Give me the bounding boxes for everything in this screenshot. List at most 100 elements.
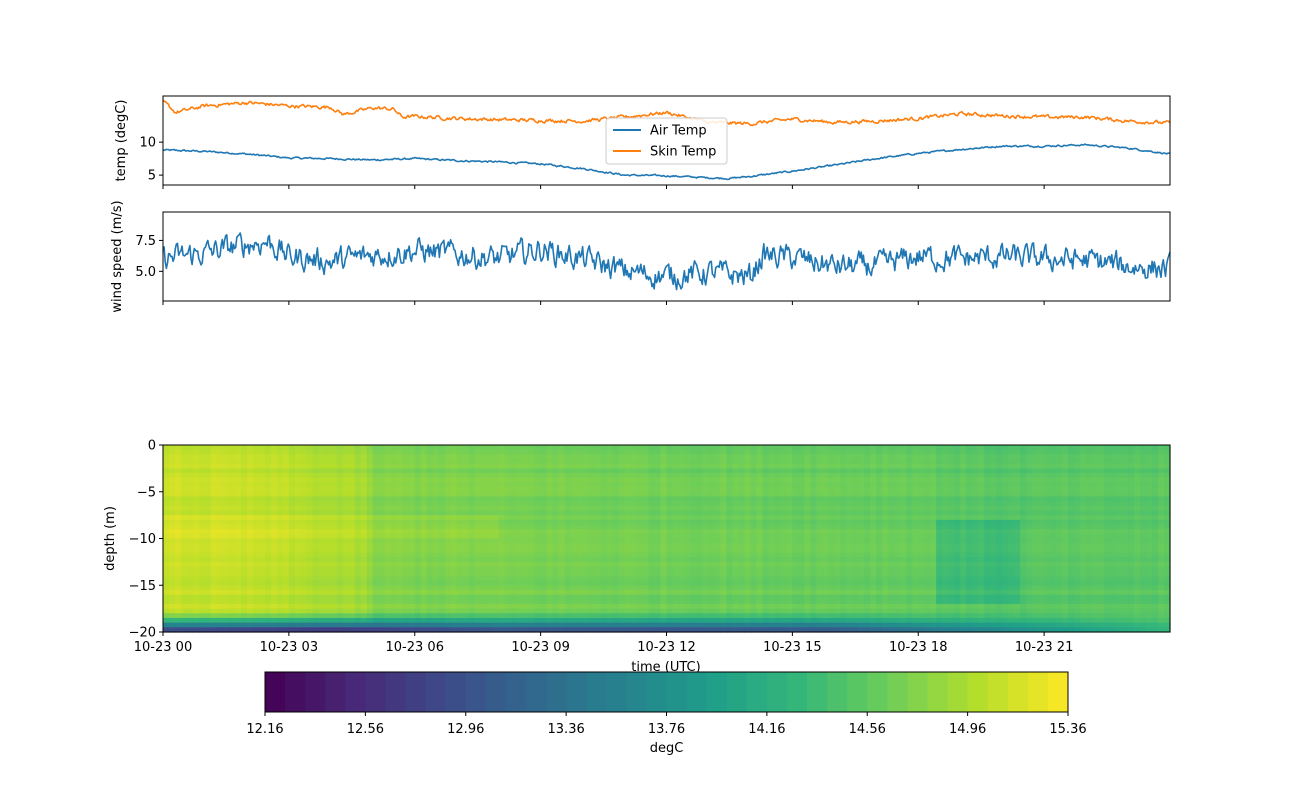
heatmap-cell <box>450 449 458 455</box>
heatmap-cell <box>558 482 566 488</box>
heatmap-cell <box>696 459 704 465</box>
heatmap-cell <box>462 524 470 530</box>
heatmap-cell <box>492 557 500 563</box>
heatmap-cell <box>846 543 853 549</box>
heatmap-cell <box>468 533 476 540</box>
heatmap-cell <box>474 533 482 540</box>
heatmap-cell <box>864 608 871 614</box>
heatmap-cell <box>852 622 859 628</box>
heatmap-cell <box>486 463 494 469</box>
heatmap-cell <box>474 538 482 544</box>
heatmap-cell <box>306 449 314 455</box>
heatmap-cell <box>240 613 248 619</box>
heatmap-cell <box>774 552 781 558</box>
heatmap-cell <box>384 501 392 507</box>
heatmap-cell <box>606 515 614 521</box>
heatmap-cell <box>318 575 326 582</box>
heatmap-cell <box>342 529 350 535</box>
heatmap-cell <box>354 519 362 526</box>
heatmap-cell <box>708 613 716 619</box>
heatmap-cell <box>372 552 380 558</box>
heatmap-cell <box>210 627 218 633</box>
heatmap-cell <box>540 585 548 591</box>
heatmap-cell <box>852 454 859 460</box>
heatmap-cell <box>684 449 692 455</box>
heatmap-cell <box>588 501 596 507</box>
heatmap-cell <box>540 463 548 469</box>
heatmap-cell <box>438 585 446 591</box>
heatmap-cell <box>276 482 284 488</box>
heatmap-cell <box>534 617 542 624</box>
heatmap-cell <box>300 463 308 469</box>
heatmap-cell <box>204 613 212 619</box>
heatmap-cell <box>408 594 416 600</box>
heatmap-cell <box>594 533 602 540</box>
heatmap-cell <box>360 571 368 577</box>
heatmap-cell <box>690 505 698 512</box>
heatmap-cell <box>732 473 740 479</box>
heatmap-cell <box>426 622 434 628</box>
heatmap-cell <box>732 599 740 605</box>
heatmap-cell <box>492 543 500 549</box>
heatmap-cell <box>672 557 680 563</box>
heatmap-cell <box>444 617 452 624</box>
heatmap-cell <box>660 454 668 460</box>
heatmap-cell <box>660 547 668 554</box>
heatmap-cell <box>228 557 236 563</box>
heatmap-cell <box>726 622 734 628</box>
heatmap-cell <box>504 519 512 526</box>
heatmap-cell <box>163 524 170 530</box>
heatmap-cell <box>378 627 386 633</box>
heatmap-cell <box>414 599 422 605</box>
heatmap-cell <box>840 571 847 577</box>
heatmap-cell <box>486 524 494 530</box>
heatmap-cell <box>792 510 799 516</box>
heatmap-cell <box>660 505 668 512</box>
heatmap-cell <box>222 566 230 572</box>
heatmap-cell <box>900 524 907 530</box>
heatmap-cell <box>216 496 224 502</box>
heatmap-cell <box>552 533 560 540</box>
heatmap-cell <box>588 524 596 530</box>
heatmap-cell <box>834 613 841 619</box>
heatmap-cell <box>180 477 188 483</box>
heatmap-cell <box>732 529 740 535</box>
heatmap-cell <box>216 477 224 483</box>
heatmap-cell <box>678 510 686 516</box>
heatmap-cell <box>870 496 877 502</box>
heatmap-cell <box>186 552 194 558</box>
heatmap-cell <box>876 561 883 568</box>
heatmap-cell <box>450 501 458 507</box>
temp-plot-area <box>162 99 1171 181</box>
heatmap-cell <box>324 496 332 502</box>
heatmap-cell <box>396 445 404 451</box>
heatmap-cell <box>492 496 500 502</box>
heatmap-cell <box>864 589 871 596</box>
heatmap-cell <box>642 613 650 619</box>
heatmap-cell <box>252 477 260 483</box>
heatmap-cell <box>276 571 284 577</box>
heatmap-cell <box>420 524 428 530</box>
heatmap-cell <box>426 491 434 498</box>
heatmap-cell <box>216 524 224 530</box>
heatmap-cell <box>690 617 698 624</box>
heatmap-cell <box>456 463 464 469</box>
heatmap-cell <box>786 459 793 465</box>
heatmap-cell <box>372 561 380 568</box>
heatmap-cell <box>714 547 722 554</box>
heatmap-cell <box>654 505 662 512</box>
heatmap-cell <box>816 501 823 507</box>
heatmap-cell <box>852 496 859 502</box>
heatmap-cell <box>726 510 734 516</box>
heatmap-cell <box>594 519 602 526</box>
heatmap-cell <box>516 589 524 596</box>
heatmap-cell <box>528 445 536 451</box>
heatmap-cell <box>498 505 506 512</box>
heatmap-cell <box>192 510 200 516</box>
heatmap-cell <box>894 491 901 498</box>
heatmap-cell <box>312 491 320 498</box>
heatmap-cell <box>438 571 446 577</box>
heatmap-cell <box>780 487 787 493</box>
heatmap-cell <box>450 533 458 540</box>
heatmap-cell <box>804 459 811 465</box>
